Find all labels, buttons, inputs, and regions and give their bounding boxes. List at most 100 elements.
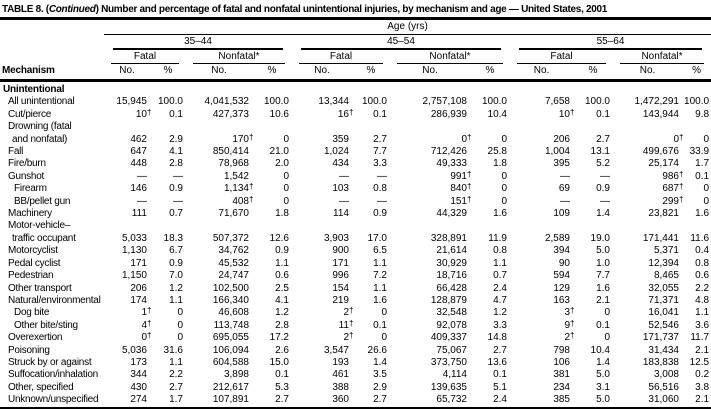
count-cell: 128,879 — [430, 294, 467, 306]
percent-cell: 1.6 — [493, 208, 507, 220]
table-title-continued: Continued — [48, 4, 96, 15]
count-cell: 461 — [332, 369, 349, 381]
percent-cell: 2.9 — [169, 133, 183, 145]
table-row: Poisoning 5,036 31.6 106,094 2.6 3,547 26.6 75,… — [0, 345, 711, 357]
percent-cell: 1.1 — [493, 257, 507, 269]
count-cell: 154 — [332, 282, 349, 294]
percent-cell: 1.1 — [169, 294, 183, 306]
percent-cell: 0 — [381, 332, 387, 344]
percent-cell: 2.1 — [682, 394, 711, 409]
percent-cell: 0 — [501, 170, 507, 182]
percent-cell: 1.6 — [695, 208, 710, 220]
count-cell: 49,333 — [436, 158, 467, 170]
age-group-35-44: 35–44 — [113, 36, 283, 50]
percent-cell: 3.1 — [596, 381, 610, 393]
mechanism-label: BB/pellet gun — [14, 195, 71, 207]
mechanism-label: Other, specified — [8, 381, 74, 393]
percent-cell: 5.0 — [596, 369, 610, 381]
mechanism-label: Overexertion — [8, 332, 63, 344]
count-cell: 34,762 — [218, 245, 249, 257]
table-row: Dog bite 1† 0 46,608 1.2 2† 0 32,548 1.2 3† 0 16,04… — [0, 307, 711, 319]
percent-cell: 2.0 — [275, 158, 289, 170]
count-cell: — — [137, 195, 147, 207]
count-cell: 360 — [292, 394, 352, 409]
percent-cell: 6.5 — [373, 245, 387, 257]
count-cell: 21,614 — [436, 245, 467, 257]
percent-cell: 0.1 — [275, 369, 289, 381]
no-column-header: No. — [390, 64, 470, 82]
count-cell: 75,067 — [436, 344, 467, 356]
count-cell: 90 — [558, 257, 570, 269]
percent-cell: 2.2 — [695, 282, 710, 294]
percent-cell: 1.1 — [373, 282, 387, 294]
percent-cell: 3.3 — [493, 319, 507, 331]
mechanism-label: Pedal cyclist — [8, 257, 61, 269]
count-cell: 106,094 — [212, 344, 249, 356]
count-cell: 113,748 — [213, 319, 249, 331]
count-cell: 5,371 — [653, 245, 679, 257]
percent-cell: 14.8 — [487, 332, 507, 344]
count-cell: 2† — [343, 306, 354, 319]
count-cell: 344 — [130, 369, 147, 381]
count-cell: 1,024 — [323, 146, 349, 158]
percent-cell: 11.7 — [690, 332, 710, 344]
percent-cell: 0.9 — [596, 183, 610, 195]
percent-cell: 0.6 — [695, 270, 710, 282]
count-cell: — — [560, 195, 570, 207]
count-cell: 0† — [141, 331, 152, 344]
count-cell: — — [339, 195, 349, 207]
count-cell: 12,394 — [648, 257, 679, 269]
count-cell: 56,516 — [648, 381, 679, 393]
count-cell: 170† — [232, 132, 254, 145]
percent-cell: 10.6 — [269, 108, 289, 120]
count-cell: 171,737 — [642, 332, 679, 344]
percent-cell: 1.4 — [373, 356, 387, 368]
count-cell: 408† — [232, 194, 254, 207]
percent-cell: 0 — [501, 133, 507, 145]
count-cell: 3,008 — [653, 369, 679, 381]
count-cell: 900 — [332, 245, 349, 257]
mechanism-label: Fall — [8, 146, 24, 158]
count-cell: 66,428 — [436, 282, 467, 294]
table-title-prefix: TABLE 8. ( — [2, 4, 49, 15]
table-row: Pedestrian 1,150 7.0 24,747 0.6 996 7.2 18,716 0… — [0, 270, 711, 282]
count-cell: 0† — [461, 132, 472, 145]
percent-cell: — — [173, 170, 183, 182]
count-cell: 359 — [332, 133, 349, 145]
percent-cell: 5.2 — [596, 158, 610, 170]
count-cell: 171 — [332, 257, 349, 269]
age-axis-row: Age (yrs) — [0, 20, 711, 35]
percent-cell: 0.9 — [169, 257, 183, 269]
percent-cell: 0 — [283, 183, 289, 195]
count-cell: 71,371 — [648, 294, 679, 306]
count-cell: 106 — [553, 356, 570, 368]
count-cell: 16,041 — [648, 307, 679, 319]
age-group-row: 35–44 45–54 55–64 — [0, 35, 711, 50]
fatal-header-35-44: Fatal — [111, 51, 179, 64]
percent-cell: 3.8 — [695, 381, 710, 393]
mechanism-label: Cut/pierce — [8, 108, 52, 120]
table-row: Fall 647 4.1 850,414 21.0 1,024 7.7 712,426 25.8… — [0, 146, 711, 158]
percent-cell: 1.7 — [150, 394, 186, 409]
count-cell: 1† — [141, 306, 152, 319]
percent-cell: — — [377, 195, 387, 207]
count-cell: 299† — [662, 194, 684, 207]
percent-cell: 13.6 — [487, 356, 507, 368]
count-cell: 381 — [553, 369, 570, 381]
count-cell: 11† — [338, 318, 354, 331]
count-cell: 1,004 — [544, 146, 570, 158]
count-cell: 32,055 — [648, 282, 679, 294]
mechanism-label: All unintentional — [8, 96, 75, 108]
percent-cell: 3.6 — [695, 319, 710, 331]
percent-cell: 0.7 — [169, 208, 183, 220]
fatality-subheader-row: Fatal Nonfatal* Fatal Nonfatal* Fatal No… — [0, 50, 711, 64]
percent-cell: 6.7 — [169, 245, 183, 257]
table-row: Pedal cyclist 171 0.9 45,532 1.1 171 1.1 30,929… — [0, 258, 711, 270]
percent-cell: 1.1 — [695, 307, 710, 319]
percent-cell: 0.7 — [493, 270, 507, 282]
percent-cell: 2.7 — [493, 344, 507, 356]
count-cell: 107,891 — [186, 394, 252, 409]
count-cell: 23,821 — [648, 208, 679, 220]
percent-cell: 5.0 — [573, 394, 613, 409]
